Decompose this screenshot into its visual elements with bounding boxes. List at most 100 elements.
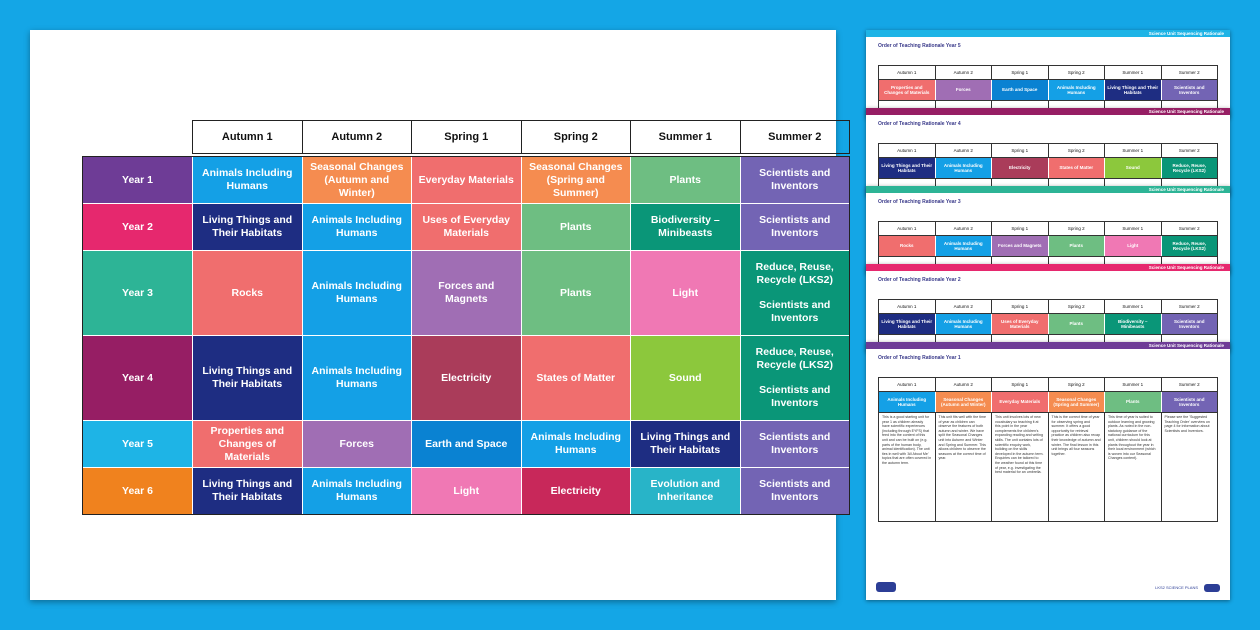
unit-cell: Earth and Space <box>412 421 522 467</box>
rationale-notes-row <box>879 334 1217 345</box>
rationale-term: Autumn 1 <box>879 66 936 79</box>
rationale-unit: Rocks <box>879 236 936 256</box>
unit-cell: Light <box>412 468 522 514</box>
rationale-unit: Living Things and Their Habitats <box>1105 80 1162 100</box>
rationale-header-row: Autumn 1 Autumn 2 Spring 1 Spring 2 Summer 1… <box>879 222 1217 236</box>
rationale-page: Science Unit Sequencing Rationale Order o… <box>866 342 1230 600</box>
rationale-term: Autumn 1 <box>879 378 936 391</box>
rationale-term: Spring 1 <box>992 222 1049 235</box>
unit-cell: Reduce, Reuse, Recycle (LKS2) Scientists … <box>740 336 849 420</box>
unit-name: States of Matter <box>536 371 616 384</box>
unit-cell: Living Things and Their Habitats <box>193 468 303 514</box>
rationale-note-preview <box>1049 335 1105 345</box>
page-header-bar: Science Unit Sequencing Rationale <box>866 342 1230 349</box>
rationale-term: Autumn 2 <box>936 144 992 157</box>
unit-name: Living Things and Their Habitats <box>640 431 731 456</box>
unit-name: Animals Including Humans <box>530 431 621 456</box>
year-label: Year 3 <box>83 251 193 335</box>
unit-cell: Animals Including Humans <box>302 204 412 250</box>
rationale-unit: Reduce, Reuse, Recycle (LKS2) <box>1161 236 1217 256</box>
year-row: Year 3 Rocks Animals Including Humans Force… <box>83 251 849 336</box>
brand-logo-small <box>1204 584 1220 592</box>
rationale-term: Spring 1 <box>992 66 1049 79</box>
rationale-notes-row <box>879 100 1217 111</box>
unit-name: Reduce, Reuse, Recycle (LKS2) <box>755 346 834 371</box>
unit-name: Animals Including Humans <box>311 214 402 239</box>
unit-cell: Scientists and Inventors <box>740 421 849 467</box>
rationale-term: Autumn 2 <box>936 378 992 391</box>
year-label: Year 4 <box>83 336 193 420</box>
rationale-note-preview <box>879 179 936 189</box>
page-title: Order of Teaching Rationale Year 5 <box>878 43 961 49</box>
rationale-term: Summer 2 <box>1178 148 1200 153</box>
rationale-notes-row <box>879 178 1217 189</box>
unit-name: Sound <box>668 371 702 384</box>
rationale-note-preview <box>992 101 1049 111</box>
page-title: Order of Teaching Rationale Year 2 <box>878 277 961 283</box>
unit-cell: Living Things and Their Habitats <box>631 421 741 467</box>
page-title: Order of Teaching Rationale Year 1 <box>878 355 961 361</box>
unit-cell: Everyday Materials <box>412 157 522 203</box>
rationale-header-row: Autumn 1 Autumn 2 Spring 1 Spring 2 Summer 1… <box>879 144 1217 158</box>
rationale-term: Spring 2 <box>1049 300 1105 313</box>
rationale-unit: Uses of Everyday Materials <box>992 314 1049 334</box>
term-header: Summer 1 <box>631 121 741 153</box>
rationale-pages-stack: Science Unit Sequencing Rationale Order o… <box>866 30 1230 600</box>
rationale-unit: Forces <box>935 80 992 100</box>
rationale-term: Spring 2 <box>1049 378 1105 391</box>
rationale-note-preview <box>1105 101 1162 111</box>
unit-cell: Properties and Changes of Materials <box>193 421 303 467</box>
rationale-note-preview <box>992 179 1049 189</box>
page-header-bar: Science Unit Sequencing Rationale <box>866 108 1230 115</box>
rationale-term: Summer 2 <box>1178 382 1200 387</box>
unit-cell: Biodiversity – Minibeasts <box>631 204 741 250</box>
rationale-term: Autumn 1 <box>879 300 936 313</box>
unit-name: Animals Including Humans <box>311 478 402 503</box>
page-title: Order of Teaching Rationale Year 3 <box>878 199 961 205</box>
page-title: Order of Teaching Rationale Year 4 <box>878 121 961 127</box>
rationale-note: This is a good starting unit for year 1 … <box>879 413 936 521</box>
rationale-unit: Properties and Changes of Materials <box>879 80 936 100</box>
rationale-page: Science Unit Sequencing Rationale Order o… <box>866 30 1230 118</box>
rationale-term: Summer 1 <box>1105 222 1162 235</box>
rationale-term: Spring 1 <box>992 300 1049 313</box>
rationale-unit: Animals Including Humans <box>935 158 992 178</box>
rationale-unit-row: Living Things and Their Habitats Animals … <box>879 314 1217 334</box>
rationale-unit: Earth and Space <box>992 80 1049 100</box>
unit-name: Forces <box>339 437 374 450</box>
unit-cell: States of Matter <box>521 336 631 420</box>
unit-name: Electricity <box>441 371 492 384</box>
unit-cell: Reduce, Reuse, Recycle (LKS2) Scientists … <box>740 251 849 335</box>
sequencing-grid: Year 1 Animals Including Humans Seasonal C… <box>82 156 850 515</box>
rationale-note-preview <box>879 335 936 345</box>
unit-cell: Rocks <box>193 251 303 335</box>
rationale-note-preview <box>992 257 1049 267</box>
rationale-unit: Scientists and Inventors <box>1161 392 1217 412</box>
rationale-unit: Seasonal Changes (Autumn and Winter) <box>935 392 992 412</box>
rationale-note-preview <box>1049 179 1105 189</box>
rationale-unit: Reduce, Reuse, Recycle (LKS2) <box>1161 158 1217 178</box>
rationale-term: Autumn 1 <box>879 222 936 235</box>
rationale-table: Autumn 1 Autumn 2 Spring 1 Spring 2 Summer 1… <box>878 221 1218 268</box>
rationale-note: This unit fits well with the time of yea… <box>936 413 992 521</box>
rationale-term: Autumn 1 <box>879 144 936 157</box>
rationale-unit: Forces and Magnets <box>992 236 1049 256</box>
rationale-note: This time of year is suited to outdoor l… <box>1105 413 1162 521</box>
rationale-term: Summer 1 <box>1105 378 1162 391</box>
unit-name: Properties and Changes of Materials <box>210 424 285 463</box>
unit-cell: Forces <box>302 421 412 467</box>
rationale-table: Autumn 1 Autumn 2 Spring 1 Spring 2 Summer 1… <box>878 143 1218 190</box>
year-row: Year 2 Living Things and Their Habitats An… <box>83 204 849 251</box>
rationale-unit-row: Animals Including Humans Seasonal Changes… <box>879 392 1217 412</box>
brand-logo <box>876 582 896 592</box>
rationale-term: Spring 2 <box>1049 66 1105 79</box>
term-header: Autumn 2 <box>303 121 412 153</box>
year-label: Year 5 <box>83 421 193 467</box>
rationale-unit: Living Things and Their Habitats <box>879 158 936 178</box>
unit-cell: Scientists and Inventors <box>740 157 849 203</box>
rationale-note-preview <box>879 257 936 267</box>
rationale-note-preview <box>936 101 992 111</box>
unit-name: Plants <box>669 173 701 186</box>
year-label: Year 6 <box>83 468 193 514</box>
rationale-notes-row <box>879 256 1217 267</box>
